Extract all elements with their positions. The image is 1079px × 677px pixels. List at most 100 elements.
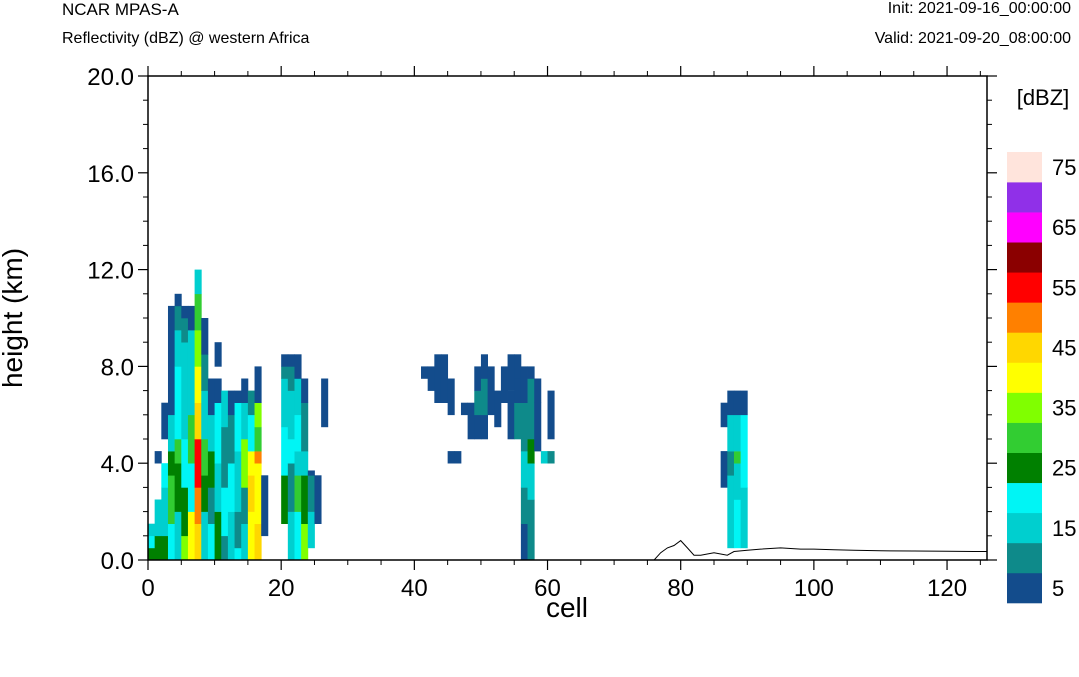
reflectivity-cell (148, 547, 156, 561)
reflectivity-cell (527, 463, 535, 500)
reflectivity-cell (154, 451, 162, 464)
reflectivity-cell (254, 402, 262, 428)
reflectivity-cell (421, 366, 429, 379)
reflectivity-cell (294, 378, 302, 416)
reflectivity-cell (287, 439, 295, 464)
reflectivity-cell (167, 414, 176, 452)
valid-time: Valid: 2021-09-20_08:00:00 (874, 30, 1071, 47)
reflectivity-cell (247, 390, 255, 416)
reflectivity-cell (167, 451, 176, 476)
reflectivity-cell (227, 414, 235, 464)
reflectivity-cell (740, 414, 748, 488)
colorbar: 5 15 25 35 45 55 65 75 (1007, 152, 1076, 604)
reflectivity-cell (547, 390, 555, 440)
colorbar-swatch (1007, 542, 1042, 574)
reflectivity-cell (520, 487, 528, 524)
reflectivity-cell (733, 463, 742, 500)
colorbar-tick-label: 25 (1052, 456, 1076, 481)
colorbar-swatch (1007, 182, 1042, 213)
reflectivity-cell (247, 414, 255, 452)
colorbar-swatch (1007, 302, 1042, 333)
reflectivity-cell (307, 475, 315, 512)
reflectivity-cell (241, 378, 249, 403)
reflectivity-cells (148, 269, 748, 561)
reflectivity-cell (447, 451, 455, 464)
reflectivity-cell (314, 475, 322, 524)
reflectivity-cell (234, 547, 242, 561)
reflectivity-cell (427, 366, 435, 391)
reflectivity-cell (214, 511, 222, 561)
reflectivity-cell (301, 523, 309, 561)
colorbar-swatch (1007, 422, 1042, 453)
colorbar-tick-label: 15 (1052, 516, 1076, 541)
x-tick-label: 40 (401, 575, 428, 602)
reflectivity-cell (174, 366, 182, 440)
reflectivity-cell (194, 439, 202, 488)
reflectivity-cell (480, 378, 488, 416)
reflectivity-cell (740, 390, 748, 416)
reflectivity-cell (727, 390, 735, 416)
x-tick-label: 100 (794, 575, 834, 602)
colorbar-swatch (1007, 392, 1042, 423)
reflectivity-cell (254, 463, 262, 524)
colorbar-swatch (1007, 512, 1042, 544)
reflectivity-cell (480, 414, 488, 440)
x-tick-label: 20 (268, 575, 295, 602)
reflectivity-cell (281, 426, 289, 476)
reflectivity-cell (520, 402, 528, 452)
x-tick-label: 120 (927, 575, 967, 602)
reflectivity-cell (547, 451, 555, 464)
reflectivity-cell (194, 366, 202, 403)
reflectivity-cell (727, 414, 735, 452)
plot-title: Reflectivity (dBZ) @ western Africa (62, 30, 310, 47)
reflectivity-cell (207, 451, 215, 488)
reflectivity-cell (174, 463, 182, 512)
reflectivity-cell (181, 318, 189, 343)
reflectivity-cell (507, 390, 515, 440)
reflectivity-cell (161, 487, 169, 537)
reflectivity-cell (287, 354, 295, 367)
reflectivity-cell (207, 487, 215, 524)
reflectivity-cell (720, 402, 728, 428)
reflectivity-cell (733, 499, 742, 549)
reflectivity-cell (507, 354, 515, 391)
reflectivity-cell (520, 366, 528, 403)
y-axis-label: height (km) (0, 248, 28, 388)
reflectivity-cell (214, 342, 222, 367)
reflectivity-cell (201, 390, 209, 440)
y-tick-label: 20.0 (87, 64, 134, 91)
reflectivity-cell (148, 523, 156, 537)
reflectivity-cell (534, 402, 542, 452)
colorbar-unit-label: [dBZ] (1017, 85, 1070, 110)
reflectivity-cell (194, 402, 202, 440)
reflectivity-cell (221, 487, 229, 537)
reflectivity-cell (727, 475, 735, 549)
reflectivity-cell (514, 378, 522, 403)
reflectivity-cell (227, 390, 235, 416)
reflectivity-cell (527, 439, 535, 464)
reflectivity-cell (287, 511, 295, 561)
colorbar-tick-label: 55 (1052, 275, 1076, 300)
reflectivity-cell (201, 475, 209, 512)
colorbar-tick-label: 45 (1052, 335, 1076, 360)
reflectivity-cell (527, 378, 535, 440)
reflectivity-cell (321, 378, 329, 428)
reflectivity-cell (241, 523, 249, 561)
reflectivity-cell (287, 366, 295, 391)
reflectivity-cell (487, 366, 495, 416)
reflectivity-cell (194, 269, 202, 295)
reflectivity-cell (294, 451, 302, 476)
reflectivity-cell (234, 390, 242, 403)
reflectivity-cell (733, 414, 742, 452)
reflectivity-cell (494, 390, 502, 428)
terrain-layer (148, 539, 987, 561)
reflectivity-cell (247, 451, 255, 476)
colorbar-swatch (1007, 242, 1042, 273)
init-time: Init: 2021-09-16_00:00:00 (887, 0, 1071, 17)
reflectivity-cell (181, 439, 189, 488)
reflectivity-cell (294, 354, 302, 379)
reflectivity-cell (181, 535, 189, 561)
reflectivity-cell (474, 390, 482, 416)
colorbar-swatch (1007, 452, 1042, 484)
reflectivity-cell (727, 451, 735, 476)
